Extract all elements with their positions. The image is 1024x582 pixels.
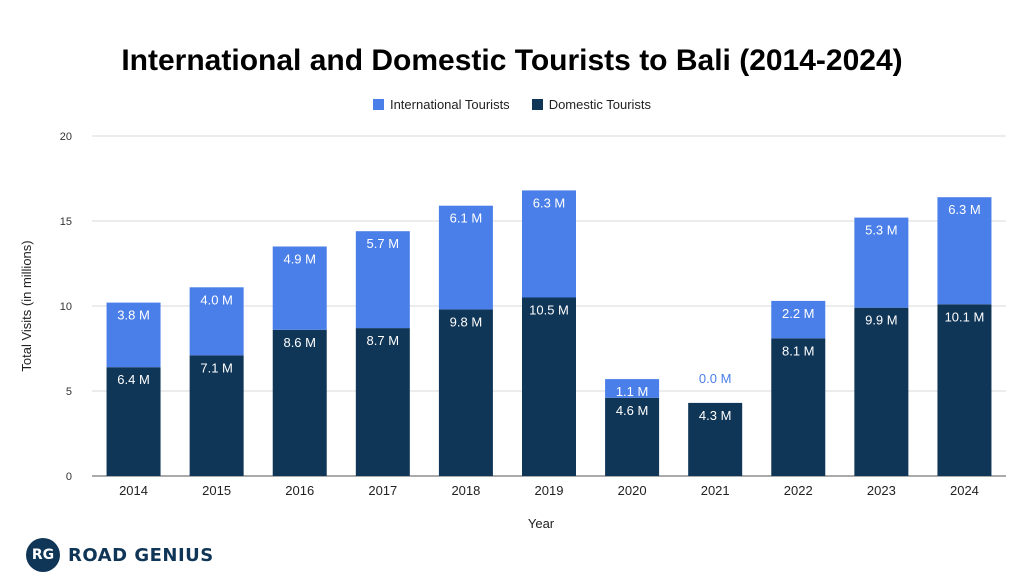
data-label-international-2023: 5.3 M bbox=[865, 223, 898, 238]
legend-item-international: International Tourists bbox=[372, 97, 510, 112]
x-tick-label: 2022 bbox=[784, 483, 813, 498]
x-tick-label: 2016 bbox=[285, 483, 314, 498]
legend-label-international: International Tourists bbox=[389, 97, 510, 112]
data-label-domestic-2016: 8.6 M bbox=[283, 335, 316, 350]
bar-domestic-2016 bbox=[272, 329, 327, 476]
bar-domestic-2023 bbox=[854, 307, 909, 476]
data-label-international-2018: 6.1 M bbox=[450, 211, 483, 226]
chart-title: International and Domestic Tourists to B… bbox=[121, 44, 903, 77]
bar-international-2022 bbox=[771, 300, 826, 339]
y-tick-label: 15 bbox=[60, 216, 72, 228]
bar-international-2015 bbox=[189, 287, 244, 356]
y-tick-label: 5 bbox=[66, 386, 72, 398]
bar-international-2023 bbox=[854, 217, 909, 308]
data-label-domestic-2022: 8.1 M bbox=[782, 343, 815, 358]
data-label-international-2015: 4.0 M bbox=[200, 292, 233, 307]
data-label-domestic-2014: 6.4 M bbox=[117, 372, 150, 387]
x-tick-label: 2019 bbox=[535, 483, 564, 498]
logo-badge: RG bbox=[26, 538, 60, 572]
bar-domestic-2015 bbox=[189, 355, 244, 476]
data-label-international-2019: 6.3 M bbox=[533, 195, 566, 210]
stacked-bar-chart: 0 5 10 15 20 Total Visits (in millions) Year 6.… bbox=[19, 131, 1006, 531]
bar-international-2024 bbox=[937, 197, 992, 305]
bar-domestic-2017 bbox=[355, 328, 410, 476]
y-tick-label: 20 bbox=[60, 131, 72, 143]
legend-swatch-domestic bbox=[531, 99, 543, 110]
data-label-domestic-2023: 9.9 M bbox=[865, 313, 898, 328]
x-tick-label: 2018 bbox=[451, 483, 480, 498]
bar-domestic-2021 bbox=[688, 402, 743, 476]
bar-international-2018 bbox=[438, 205, 493, 310]
legend-item-domestic: Domestic Tourists bbox=[531, 97, 652, 112]
data-label-international-2014: 3.8 M bbox=[117, 308, 150, 323]
data-label-international-2021: 0.0 M bbox=[699, 371, 732, 386]
road-genius-logo: RG ROAD GENIUS bbox=[26, 538, 214, 572]
x-tick-label: 2017 bbox=[368, 483, 397, 498]
bar-international-2017 bbox=[355, 231, 410, 329]
bar-domestic-2020 bbox=[605, 397, 660, 476]
bar-international-2019 bbox=[522, 190, 576, 298]
data-label-domestic-2015: 7.1 M bbox=[200, 360, 233, 375]
data-label-international-2024: 6.3 M bbox=[948, 202, 981, 217]
y-tick-label: 10 bbox=[60, 301, 72, 313]
data-label-domestic-2019: 10.5 M bbox=[529, 303, 569, 318]
bar-domestic-2014 bbox=[106, 367, 161, 476]
y-axis-title: Total Visits (in millions) bbox=[19, 240, 34, 371]
bar-international-2020 bbox=[605, 379, 660, 398]
x-axis-title: Year bbox=[528, 516, 555, 531]
data-label-domestic-2020: 4.6 M bbox=[616, 403, 649, 418]
bar-domestic-2019 bbox=[522, 297, 576, 476]
bar-domestic-2022 bbox=[771, 338, 826, 476]
data-label-international-2017: 5.7 M bbox=[367, 236, 400, 251]
chart-legend: International Tourists Domestic Tourists bbox=[0, 97, 1024, 112]
legend-swatch-international bbox=[372, 99, 384, 110]
x-tick-label: 2014 bbox=[119, 483, 148, 498]
legend-label-domestic: Domestic Tourists bbox=[548, 97, 652, 112]
bar-domestic-2024 bbox=[937, 304, 992, 476]
data-label-domestic-2017: 8.7 M bbox=[367, 333, 400, 348]
data-label-international-2016: 4.9 M bbox=[283, 252, 316, 267]
data-label-domestic-2021: 4.3 M bbox=[699, 408, 732, 423]
bar-domestic-2018 bbox=[438, 309, 493, 476]
data-label-domestic-2018: 9.8 M bbox=[450, 314, 483, 329]
x-tick-label: 2024 bbox=[950, 483, 979, 498]
bar-international-2016 bbox=[272, 246, 327, 330]
logo-wordmark: ROAD GENIUS bbox=[68, 544, 214, 566]
x-tick-label: 2021 bbox=[701, 483, 730, 498]
data-label-international-2020: 1.1 M bbox=[616, 384, 649, 399]
data-label-international-2022: 2.2 M bbox=[782, 306, 815, 321]
x-tick-label: 2020 bbox=[618, 483, 647, 498]
bar-international-2014 bbox=[106, 302, 161, 368]
x-tick-label: 2023 bbox=[867, 483, 896, 498]
y-tick-label: 0 bbox=[66, 471, 72, 483]
x-tick-label: 2015 bbox=[202, 483, 231, 498]
data-label-domestic-2024: 10.1 M bbox=[945, 309, 985, 324]
